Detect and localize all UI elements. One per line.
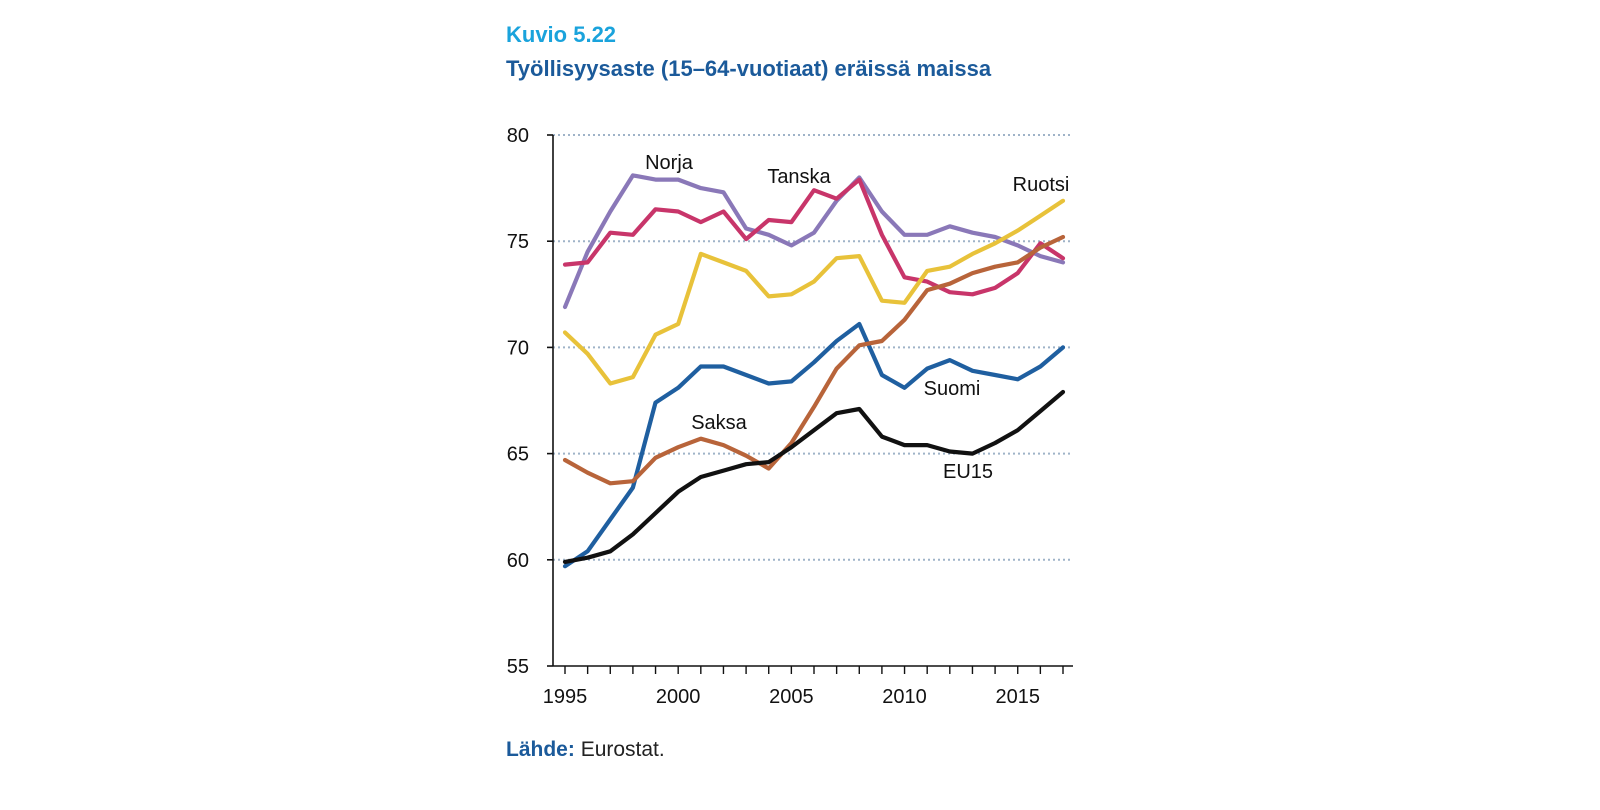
figure-number: Kuvio 5.22 [506, 22, 617, 47]
y-tick-label: 70 [507, 337, 529, 359]
series-labels: Norja Tanska Ruotsi Suomi Saksa EU15 [645, 152, 1069, 483]
series-line-suomi [562, 321, 1066, 569]
chart-title: Työllisyysaste (15–64-vuotiaat) eräissä … [506, 56, 992, 81]
grid-lines [553, 134, 1073, 561]
y-tick-label: 60 [507, 550, 529, 572]
series-line-ruotsi [562, 198, 1066, 386]
x-tick-label: 2005 [769, 686, 814, 708]
series-label-eu15: EU15 [943, 461, 993, 483]
x-axis-ticks: 1995 2000 2005 2010 2015 [543, 666, 1064, 708]
series-line-tanska [562, 177, 1066, 297]
series-line-eu15 [562, 389, 1066, 564]
source-note: Lähde: Eurostat. [506, 738, 665, 762]
axes [552, 135, 1073, 667]
y-tick-label: 65 [507, 444, 529, 466]
x-tick-label: 2000 [656, 686, 701, 708]
source-text: Eurostat. [580, 738, 665, 761]
series-lines [562, 173, 1066, 569]
series-label-norja: Norja [645, 152, 694, 174]
x-tick-label: 1995 [543, 686, 588, 708]
y-tick-label: 75 [507, 231, 529, 253]
y-tick-label: 80 [507, 125, 529, 147]
series-label-tanska: Tanska [767, 166, 831, 188]
x-tick-label: 2015 [995, 686, 1040, 708]
series-label-ruotsi: Ruotsi [1013, 174, 1070, 196]
x-tick-label: 2010 [882, 686, 927, 708]
y-axis-ticks: 55 60 65 70 75 80 [507, 125, 553, 678]
series-line-norja [562, 173, 1066, 310]
source-label: Lähde: [506, 738, 575, 761]
series-line-saksa [562, 234, 1066, 486]
series-label-suomi: Suomi [924, 378, 981, 400]
y-tick-label: 55 [507, 656, 529, 678]
series-label-saksa: Saksa [691, 412, 747, 434]
